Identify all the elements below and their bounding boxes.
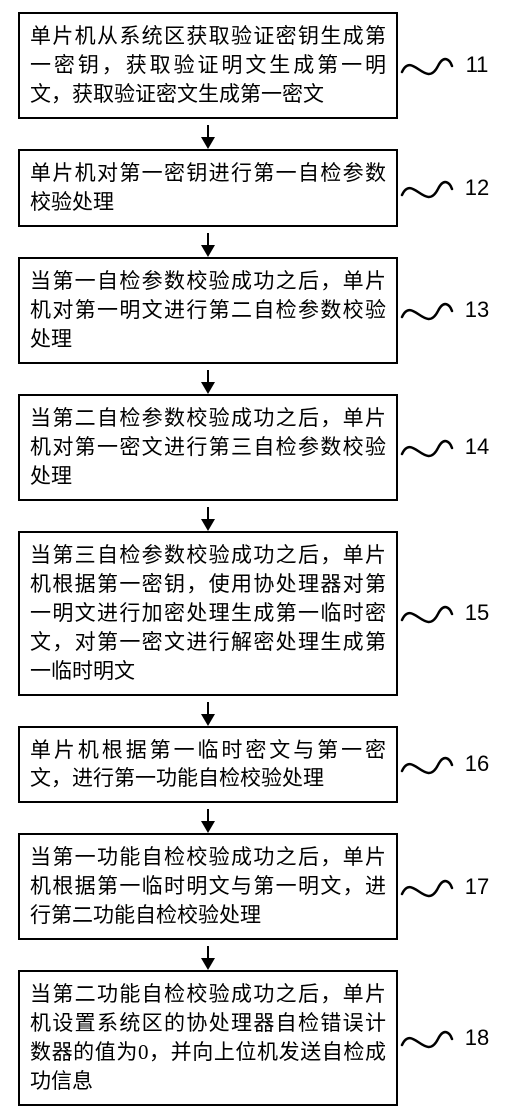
step-box: 当第一功能自检校验成功之后，单片机根据第一临时明文与第一明文，进行第二功能自检校… xyxy=(18,833,398,940)
curly-connector-icon xyxy=(398,1015,454,1061)
step-row: 当第一自检参数校验成功之后，单片机对第一明文进行第二自检参数校验处理 13 xyxy=(18,257,506,364)
step-number: 18 xyxy=(456,1025,498,1051)
curly-connector-icon xyxy=(398,287,454,333)
step-row: 单片机从系统区获取验证密钥生成第一密钥，获取验证明文生成第一明文，获取验证密文生… xyxy=(18,12,506,119)
curly-connector-icon xyxy=(398,590,454,636)
arrow-down-icon xyxy=(18,946,398,970)
step-box: 单片机从系统区获取验证密钥生成第一密钥，获取验证明文生成第一明文，获取验证密文生… xyxy=(18,12,398,119)
flowchart-container: 单片机从系统区获取验证密钥生成第一密钥，获取验证明文生成第一明文，获取验证密文生… xyxy=(18,12,506,1112)
step-row: 当第三自检参数校验成功之后，单片机根据第一密钥，使用协处理器对第一明文进行加密处… xyxy=(18,531,506,696)
step-number: 14 xyxy=(456,434,498,460)
step-box: 当第一自检参数校验成功之后，单片机对第一明文进行第二自检参数校验处理 xyxy=(18,257,398,364)
step-box: 当第二功能自检校验成功之后，单片机设置系统区的协处理器自检错误计数器的值为0，并… xyxy=(18,970,398,1106)
arrow-down-icon xyxy=(18,702,398,726)
step-row: 单片机根据第一临时密文与第一密文，进行第一功能自检校验处理 16 xyxy=(18,726,506,804)
step-box: 单片机根据第一临时密文与第一密文，进行第一功能自检校验处理 xyxy=(18,726,398,804)
step-row: 当第二功能自检校验成功之后，单片机设置系统区的协处理器自检错误计数器的值为0，并… xyxy=(18,970,506,1106)
curly-connector-icon xyxy=(398,424,454,470)
curly-connector-icon xyxy=(398,42,454,88)
step-number: 15 xyxy=(456,600,498,626)
arrow-down-icon xyxy=(18,370,398,394)
step-number: 11 xyxy=(456,52,498,78)
step-number: 12 xyxy=(456,175,498,201)
arrow-down-icon xyxy=(18,125,398,149)
curly-connector-icon xyxy=(398,741,454,787)
arrow-down-icon xyxy=(18,233,398,257)
step-row: 当第一功能自检校验成功之后，单片机根据第一临时明文与第一明文，进行第二功能自检校… xyxy=(18,833,506,940)
step-box: 当第三自检参数校验成功之后，单片机根据第一密钥，使用协处理器对第一明文进行加密处… xyxy=(18,531,398,696)
curly-connector-icon xyxy=(398,864,454,910)
step-number: 17 xyxy=(456,874,498,900)
curly-connector-icon xyxy=(398,165,454,211)
step-row: 当第二自检参数校验成功之后，单片机对第一密文进行第三自检参数校验处理 14 xyxy=(18,394,506,501)
arrow-down-icon xyxy=(18,809,398,833)
step-box: 当第二自检参数校验成功之后，单片机对第一密文进行第三自检参数校验处理 xyxy=(18,394,398,501)
step-row: 单片机对第一密钥进行第一自检参数校验处理 12 xyxy=(18,149,506,227)
step-number: 16 xyxy=(456,751,498,777)
arrow-down-icon xyxy=(18,507,398,531)
step-number: 13 xyxy=(456,297,498,323)
step-box: 单片机对第一密钥进行第一自检参数校验处理 xyxy=(18,149,398,227)
